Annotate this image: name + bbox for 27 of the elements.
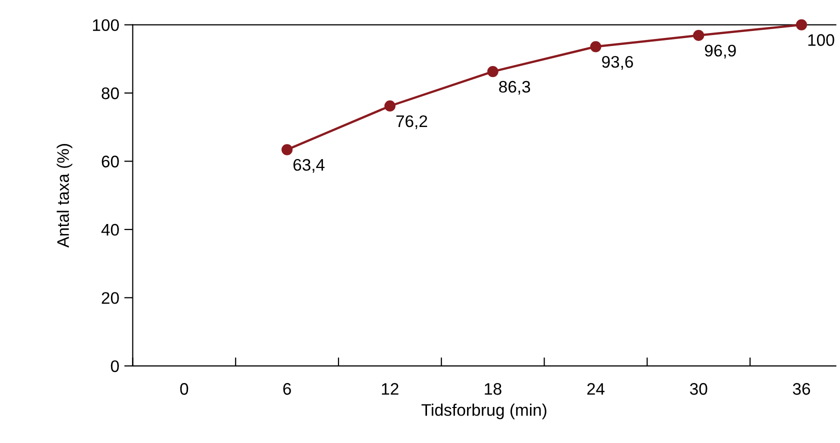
point [384,100,396,112]
data-label: 96,9 [704,44,736,58]
point [590,41,602,52]
x-tick-label: 12 [382,383,398,395]
x-axis-title: Tidsforbrug (min) [422,404,546,420]
data-label: 63,4 [293,158,325,173]
data-label: 86,3 [499,80,530,95]
y-tick-label: 60 [102,156,119,168]
data-label: 76,2 [396,115,428,130]
y-tick-label: 20 [102,292,119,304]
y-axis-title: Antal taxa (%) [56,144,72,248]
point [796,19,808,30]
data-label: 93,6 [602,56,633,70]
y-tick-label: 40 [101,224,119,236]
y-tick-label: 100 [92,19,119,32]
x-tick-label: 36 [792,383,810,395]
data-label: 100 [808,34,834,46]
point [487,66,498,78]
x-tick-label: 24 [587,383,605,395]
x-tick-label: 30 [690,383,708,395]
x-tick-label: 6 [283,383,291,395]
y-tick-label: 80 [102,87,119,100]
point [282,144,293,156]
point [693,30,704,41]
y-tick-label: 0 [110,360,119,372]
x-tick-label: 18 [484,383,502,395]
x-tick-label: 0 [180,383,188,395]
